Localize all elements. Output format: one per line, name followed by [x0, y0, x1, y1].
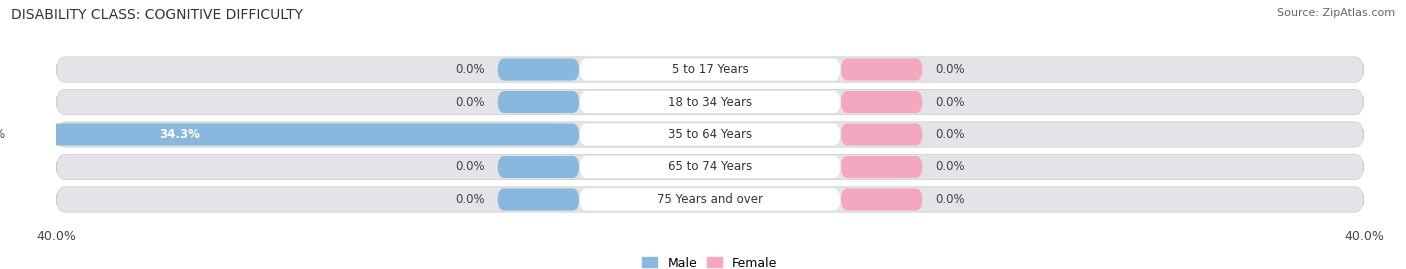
FancyBboxPatch shape — [841, 156, 922, 178]
Text: 34.3%: 34.3% — [159, 128, 200, 141]
FancyBboxPatch shape — [56, 154, 1364, 180]
Legend: Male, Female: Male, Female — [637, 252, 783, 269]
FancyBboxPatch shape — [56, 122, 1364, 147]
Text: 75 Years and over: 75 Years and over — [657, 193, 763, 206]
FancyBboxPatch shape — [498, 91, 579, 113]
FancyBboxPatch shape — [18, 123, 579, 146]
Text: 0.0%: 0.0% — [456, 95, 485, 108]
Text: Source: ZipAtlas.com: Source: ZipAtlas.com — [1277, 8, 1395, 18]
Text: 18 to 34 Years: 18 to 34 Years — [668, 95, 752, 108]
FancyBboxPatch shape — [841, 188, 922, 211]
Text: 0.0%: 0.0% — [456, 63, 485, 76]
FancyBboxPatch shape — [579, 91, 841, 113]
Text: 0.0%: 0.0% — [456, 161, 485, 174]
Text: 0.0%: 0.0% — [935, 193, 965, 206]
FancyBboxPatch shape — [579, 156, 841, 178]
Text: 65 to 74 Years: 65 to 74 Years — [668, 161, 752, 174]
Text: 0.0%: 0.0% — [456, 193, 485, 206]
Text: 5 to 17 Years: 5 to 17 Years — [672, 63, 748, 76]
FancyBboxPatch shape — [841, 91, 922, 113]
Text: 35 to 64 Years: 35 to 64 Years — [668, 128, 752, 141]
Text: 34.3%: 34.3% — [0, 128, 6, 141]
FancyBboxPatch shape — [498, 58, 579, 81]
FancyBboxPatch shape — [498, 188, 579, 211]
Text: 0.0%: 0.0% — [935, 95, 965, 108]
Text: 0.0%: 0.0% — [935, 63, 965, 76]
FancyBboxPatch shape — [579, 123, 841, 146]
FancyBboxPatch shape — [56, 89, 1364, 115]
FancyBboxPatch shape — [579, 188, 841, 211]
FancyBboxPatch shape — [56, 57, 1364, 82]
FancyBboxPatch shape — [841, 58, 922, 81]
FancyBboxPatch shape — [498, 156, 579, 178]
Text: DISABILITY CLASS: COGNITIVE DIFFICULTY: DISABILITY CLASS: COGNITIVE DIFFICULTY — [11, 8, 304, 22]
Text: 0.0%: 0.0% — [935, 128, 965, 141]
FancyBboxPatch shape — [56, 187, 1364, 212]
FancyBboxPatch shape — [579, 58, 841, 81]
Text: 0.0%: 0.0% — [935, 161, 965, 174]
FancyBboxPatch shape — [841, 123, 922, 146]
